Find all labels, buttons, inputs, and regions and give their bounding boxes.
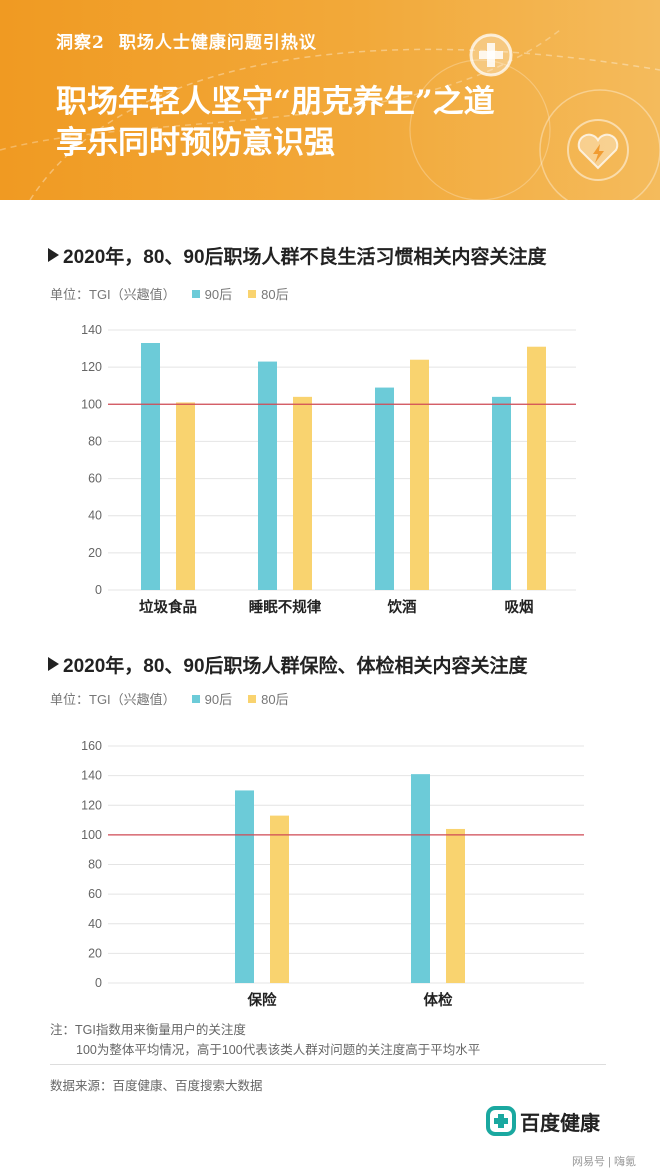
x-category-label: 饮酒 [387,598,417,616]
bar-80-1 [270,815,289,983]
chart2-unit-label: 单位：TGI（兴趣值） [50,692,176,707]
banner-decoration [0,29,660,200]
x-category-label: 体检 [424,991,453,1009]
y-tick-label: 20 [88,546,102,560]
y-tick-label: 40 [88,509,102,523]
headline-line-2: 享乐同时预防意识强 [56,125,335,161]
y-tick-label: 40 [88,917,102,931]
bar-80-2 [293,396,312,590]
legend-label-90: 90后 [204,287,233,302]
chart1-title-text: 2020年，80、90后职场人群不良生活习惯相关内容关注度 [63,247,547,268]
footnote: 注：TGI指数用来衡量用户的关注度 100为整体平均情况，高于100代表该类人群… [50,1020,480,1060]
data-source: 数据来源：百度健康、百度搜索大数据 [50,1079,263,1093]
legend-swatch-80 [248,290,257,298]
triangle-icon [48,248,59,262]
heart-icon [567,119,629,181]
y-tick-label: 60 [88,887,102,901]
bar-80-3 [410,359,429,590]
y-tick-label: 100 [81,828,102,842]
headline-line-1: 职场年轻人坚守“朋克养生”之道 [56,84,495,120]
insight-topic: 职场人士健康问题引热议 [118,33,317,53]
chart1-plot: 0 20 40 60 80 100 120 140 垃圾食品 睡眠不规律 饮酒 吸烟 [81,323,576,616]
x-category-label: 睡眠不规律 [249,598,322,616]
triangle-icon [48,657,59,671]
legend-label-80: 80后 [261,692,289,707]
logo-text: 百度健康 [520,1112,600,1135]
y-tick-label: 0 [95,976,102,990]
legend-swatch-90 [191,695,200,703]
plus-icon [469,33,513,77]
insight-label: 洞察2 职场人士健康问题引热议 [56,28,317,53]
bar-80-4 [527,346,546,590]
x-category-label: 吸烟 [505,599,534,616]
bar-90-4 [492,396,511,590]
y-tick-label: 160 [81,739,102,753]
baidu-health-logo: 百度健康 [486,1106,600,1136]
chart1-title: 2020年，80、90后职场人群不良生活习惯相关内容关注度 [48,242,547,269]
y-tick-label: 140 [81,323,102,337]
x-category-label: 保险 [247,991,277,1009]
footnote-line-2: 100为整体平均情况，高于100代表该类人群对问题的关注度高于平均水平 [76,1043,481,1057]
baidu-health-logo-icon [486,1106,516,1136]
legend-label-90: 90后 [204,692,233,707]
insight-number: 洞察2 [56,33,105,53]
chart2-legend: 单位：TGI（兴趣值） 90后 80后 [50,689,289,708]
watermark: 网易号 | 嗨氪 [572,1156,636,1168]
y-tick-label: 140 [81,769,102,783]
footnote-line-1: 注：TGI指数用来衡量用户的关注度 [50,1023,246,1037]
bar-80-1 [176,402,195,590]
legend-swatch-90 [191,290,200,298]
chart1-unit-label: 单位：TGI（兴趣值） [50,287,176,302]
bar-80-2 [446,828,465,983]
bar-90-1 [235,790,254,983]
chart1-legend: 单位：TGI（兴趣值） 90后 80后 [50,284,289,303]
chart2-title: 2020年，80、90后职场人群保险、体检相关内容关注度 [48,651,528,678]
y-tick-label: 100 [81,397,102,411]
y-tick-label: 120 [81,798,102,812]
footer-divider [50,1064,606,1065]
bar-90-2 [258,361,277,590]
header-banner: 洞察2 职场人士健康问题引热议 职场年轻人坚守“朋克养生”之道 享乐同时预防意识强 [0,0,660,200]
bar-90-2 [411,774,430,983]
headline: 职场年轻人坚守“朋克养生”之道 享乐同时预防意识强 [56,82,495,164]
y-tick-label: 80 [88,434,102,448]
y-tick-label: 20 [88,946,102,960]
chart2-title-text: 2020年，80、90后职场人群保险、体检相关内容关注度 [63,656,528,677]
y-tick-label: 0 [95,583,102,597]
legend-label-80: 80后 [261,287,289,302]
x-category-label: 垃圾食品 [139,598,197,616]
bar-90-1 [141,343,160,590]
y-tick-label: 120 [81,360,102,374]
bar-90-3 [375,387,394,590]
y-tick-label: 60 [88,472,102,486]
legend-swatch-80 [248,695,257,703]
y-tick-label: 80 [88,858,102,872]
chart2-plot: 0 20 40 60 80 100 120 140 160 保险 体检 [81,739,584,1009]
